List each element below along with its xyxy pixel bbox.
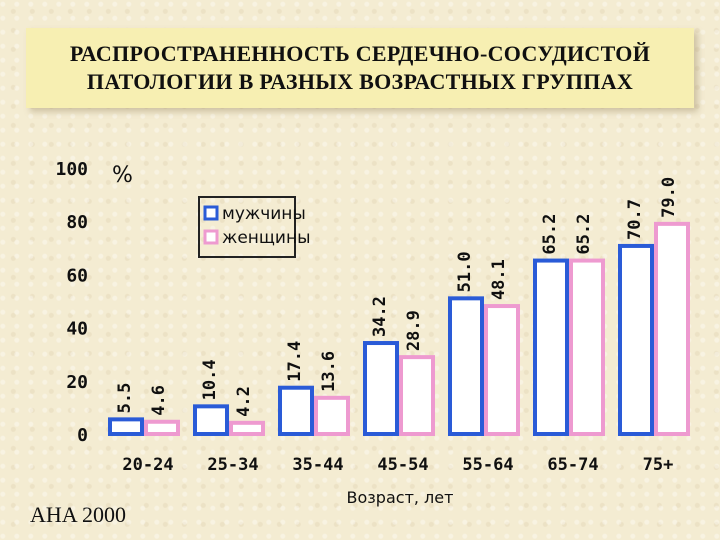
y-tick-label: 20	[66, 372, 88, 393]
legend-swatch-women	[203, 229, 219, 245]
bar-men	[108, 417, 144, 436]
bar-men	[618, 243, 654, 436]
x-tick-label: 55-64	[462, 455, 513, 475]
bar-value-label: 79.0	[659, 177, 679, 218]
bar-men	[193, 404, 229, 436]
y-tick-label: 0	[77, 425, 88, 446]
source-label: AHA 2000	[30, 502, 126, 527]
bar-value-label: 65.2	[540, 214, 560, 255]
legend-label-men: мужчины	[222, 204, 306, 224]
bar-value-label: 51.0	[455, 251, 475, 292]
x-tick-label: 45-54	[377, 455, 428, 475]
chart-title: РАСПРОСТРАНЕННОСТЬ СЕРДЕЧНО-СОСУДИСТОЙ П…	[69, 41, 651, 94]
bar-men	[363, 341, 399, 437]
bar-value-label: 34.2	[370, 296, 390, 337]
bar-value-label: 10.4	[200, 359, 220, 400]
x-tick-label: 20-24	[122, 455, 173, 475]
legend-label-women: женщины	[222, 228, 311, 248]
bar-women	[654, 221, 690, 436]
bar-value-label: 5.5	[115, 383, 135, 414]
y-tick-label: 40	[66, 319, 88, 340]
bar-men	[278, 385, 314, 437]
bar-value-label: 17.4	[285, 341, 305, 382]
bar-value-label: 13.6	[319, 351, 339, 392]
y-tick-label: 80	[66, 212, 88, 233]
bar-value-label: 28.9	[404, 310, 424, 351]
bar-value-label: 4.2	[234, 386, 254, 417]
x-tick-label: 35-44	[292, 455, 343, 475]
bar-women	[314, 395, 350, 437]
y-tick-label: 100	[55, 159, 88, 180]
bar-men	[533, 258, 569, 436]
y-axis-label: %	[112, 163, 133, 188]
bar-women	[569, 258, 605, 436]
x-tick-label: 25-34	[207, 455, 258, 475]
legend-swatch-men	[203, 205, 219, 221]
bar-value-label: 4.6	[149, 385, 169, 416]
bar-value-label: 48.1	[489, 259, 509, 300]
bar-men	[448, 296, 484, 436]
bar-value-label: 65.2	[574, 214, 594, 255]
bar-women	[399, 355, 435, 437]
bar-value-label: 70.7	[625, 199, 645, 240]
legend-box	[198, 196, 296, 258]
chart-title-box: РАСПРОСТРАНЕННОСТЬ СЕРДЕЧНО-СОСУДИСТОЙ П…	[26, 28, 694, 108]
x-axis-label: Возраст, лет	[347, 488, 454, 507]
bar-women	[484, 304, 520, 436]
bar-women	[229, 420, 265, 437]
x-tick-label: 75+	[643, 455, 674, 475]
x-tick-label: 65-74	[547, 455, 598, 475]
y-tick-label: 60	[66, 265, 88, 286]
bar-women	[144, 419, 180, 437]
